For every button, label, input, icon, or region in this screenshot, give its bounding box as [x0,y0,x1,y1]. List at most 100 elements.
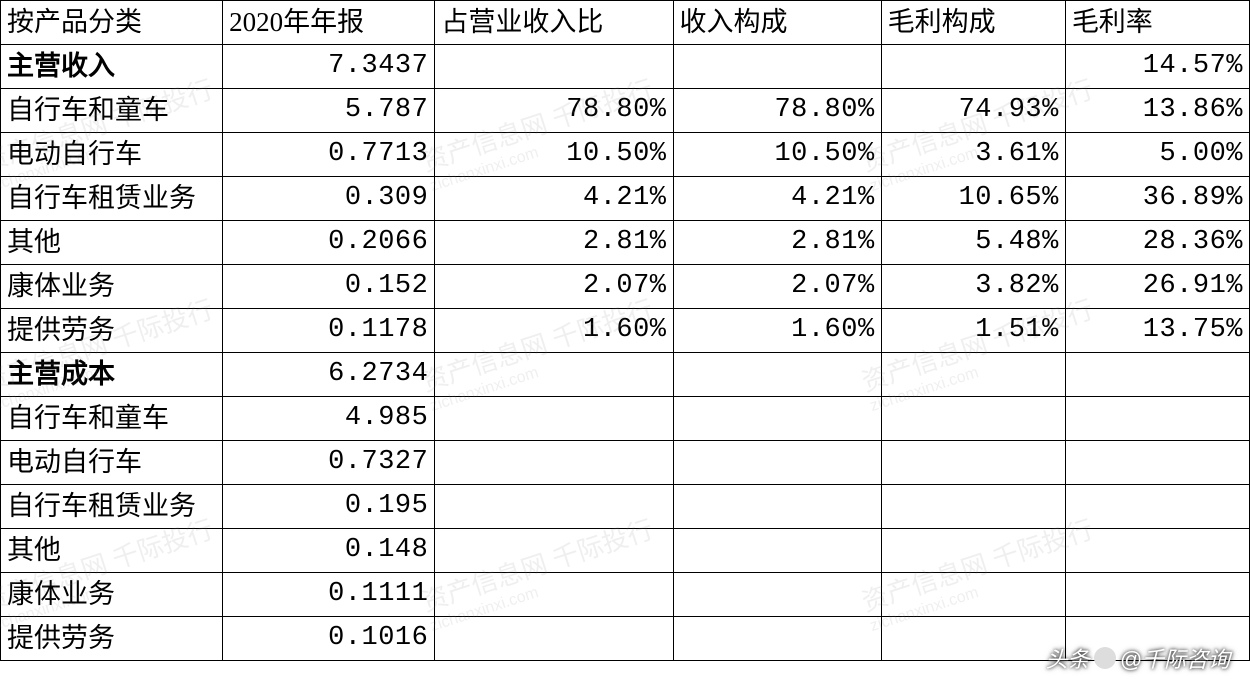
row-value: 1.51% [881,309,1065,353]
table-row: 主营收入7.3437 14.57% [1,45,1250,89]
row-value: 2.07% [435,265,673,309]
row-value: 2.81% [435,221,673,265]
row-value [881,617,1065,661]
row-value [435,573,673,617]
row-label: 康体业务 [1,265,223,309]
table-row: 主营成本6.2734 [1,353,1250,397]
row-value: 0.1111 [223,573,435,617]
column-header: 2020年年报 [223,1,435,45]
row-value [1065,485,1249,529]
financial-table: 按产品分类2020年年报占营业收入比收入构成毛利构成毛利率 主营收入7.3437… [0,0,1250,661]
row-value: 0.148 [223,529,435,573]
row-value [881,45,1065,89]
row-value: 5.787 [223,89,435,133]
row-value: 4.21% [673,177,881,221]
row-label: 提供劳务 [1,309,223,353]
table-row: 其他0.148 [1,529,1250,573]
table-row: 自行车租赁业务0.3094.21%4.21%10.65%36.89% [1,177,1250,221]
row-value [435,45,673,89]
row-value [673,573,881,617]
row-value [435,397,673,441]
row-value: 7.3437 [223,45,435,89]
row-value: 14.57% [1065,45,1249,89]
row-value: 1.60% [435,309,673,353]
row-value [881,397,1065,441]
row-value: 10.65% [881,177,1065,221]
table-row: 电动自行车0.7327 [1,441,1250,485]
row-value [1065,397,1249,441]
row-value: 74.93% [881,89,1065,133]
row-value [881,529,1065,573]
row-value: 0.2066 [223,221,435,265]
table-row: 自行车和童车4.985 [1,397,1250,441]
row-value: 0.152 [223,265,435,309]
table-row: 自行车租赁业务0.195 [1,485,1250,529]
column-header: 毛利构成 [881,1,1065,45]
row-label: 主营收入 [1,45,223,89]
column-header: 占营业收入比 [435,1,673,45]
row-label: 提供劳务 [1,617,223,661]
table-header-row: 按产品分类2020年年报占营业收入比收入构成毛利构成毛利率 [1,1,1250,45]
row-value: 0.1016 [223,617,435,661]
row-value: 4.985 [223,397,435,441]
row-label: 主营成本 [1,353,223,397]
row-value: 4.21% [435,177,673,221]
row-value: 26.91% [1065,265,1249,309]
row-value [1065,353,1249,397]
row-value: 28.36% [1065,221,1249,265]
row-value: 1.60% [673,309,881,353]
row-value [1065,573,1249,617]
table-row: 康体业务0.1111 [1,573,1250,617]
row-value: 0.7713 [223,133,435,177]
table-row: 提供劳务0.11781.60%1.60%1.51%13.75% [1,309,1250,353]
row-value [673,441,881,485]
row-value: 36.89% [1065,177,1249,221]
row-value [881,353,1065,397]
row-value: 2.07% [673,265,881,309]
row-value: 13.86% [1065,89,1249,133]
table-row: 其他0.20662.81%2.81%5.48%28.36% [1,221,1250,265]
row-label: 自行车和童车 [1,397,223,441]
row-value [881,441,1065,485]
avatar-icon [1094,647,1116,669]
row-value [1065,441,1249,485]
row-value [435,529,673,573]
row-value: 3.82% [881,265,1065,309]
row-label: 自行车租赁业务 [1,485,223,529]
row-value [673,617,881,661]
row-value: 10.50% [673,133,881,177]
attribution-prefix: 头条 [1046,642,1090,674]
row-value: 5.48% [881,221,1065,265]
row-value [435,485,673,529]
row-value [673,45,881,89]
row-value: 0.1178 [223,309,435,353]
row-value: 3.61% [881,133,1065,177]
row-value: 2.81% [673,221,881,265]
row-value [673,529,881,573]
row-value: 0.195 [223,485,435,529]
row-label: 电动自行车 [1,133,223,177]
row-value: 78.80% [673,89,881,133]
row-value [435,617,673,661]
row-value: 0.309 [223,177,435,221]
row-value [1065,529,1249,573]
row-value [673,397,881,441]
row-value [435,441,673,485]
attribution-badge: 头条 @千际咨询 [1046,642,1230,674]
table-row: 康体业务0.1522.07%2.07%3.82%26.91% [1,265,1250,309]
column-header: 毛利率 [1065,1,1249,45]
row-value [881,573,1065,617]
column-header: 按产品分类 [1,1,223,45]
row-value: 0.7327 [223,441,435,485]
row-value [673,485,881,529]
column-header: 收入构成 [673,1,881,45]
row-label: 自行车租赁业务 [1,177,223,221]
row-label: 其他 [1,221,223,265]
row-value: 5.00% [1065,133,1249,177]
table-row: 自行车和童车5.78778.80%78.80%74.93%13.86% [1,89,1250,133]
row-label: 其他 [1,529,223,573]
row-value: 6.2734 [223,353,435,397]
row-value [881,485,1065,529]
row-value [435,353,673,397]
row-label: 自行车和童车 [1,89,223,133]
